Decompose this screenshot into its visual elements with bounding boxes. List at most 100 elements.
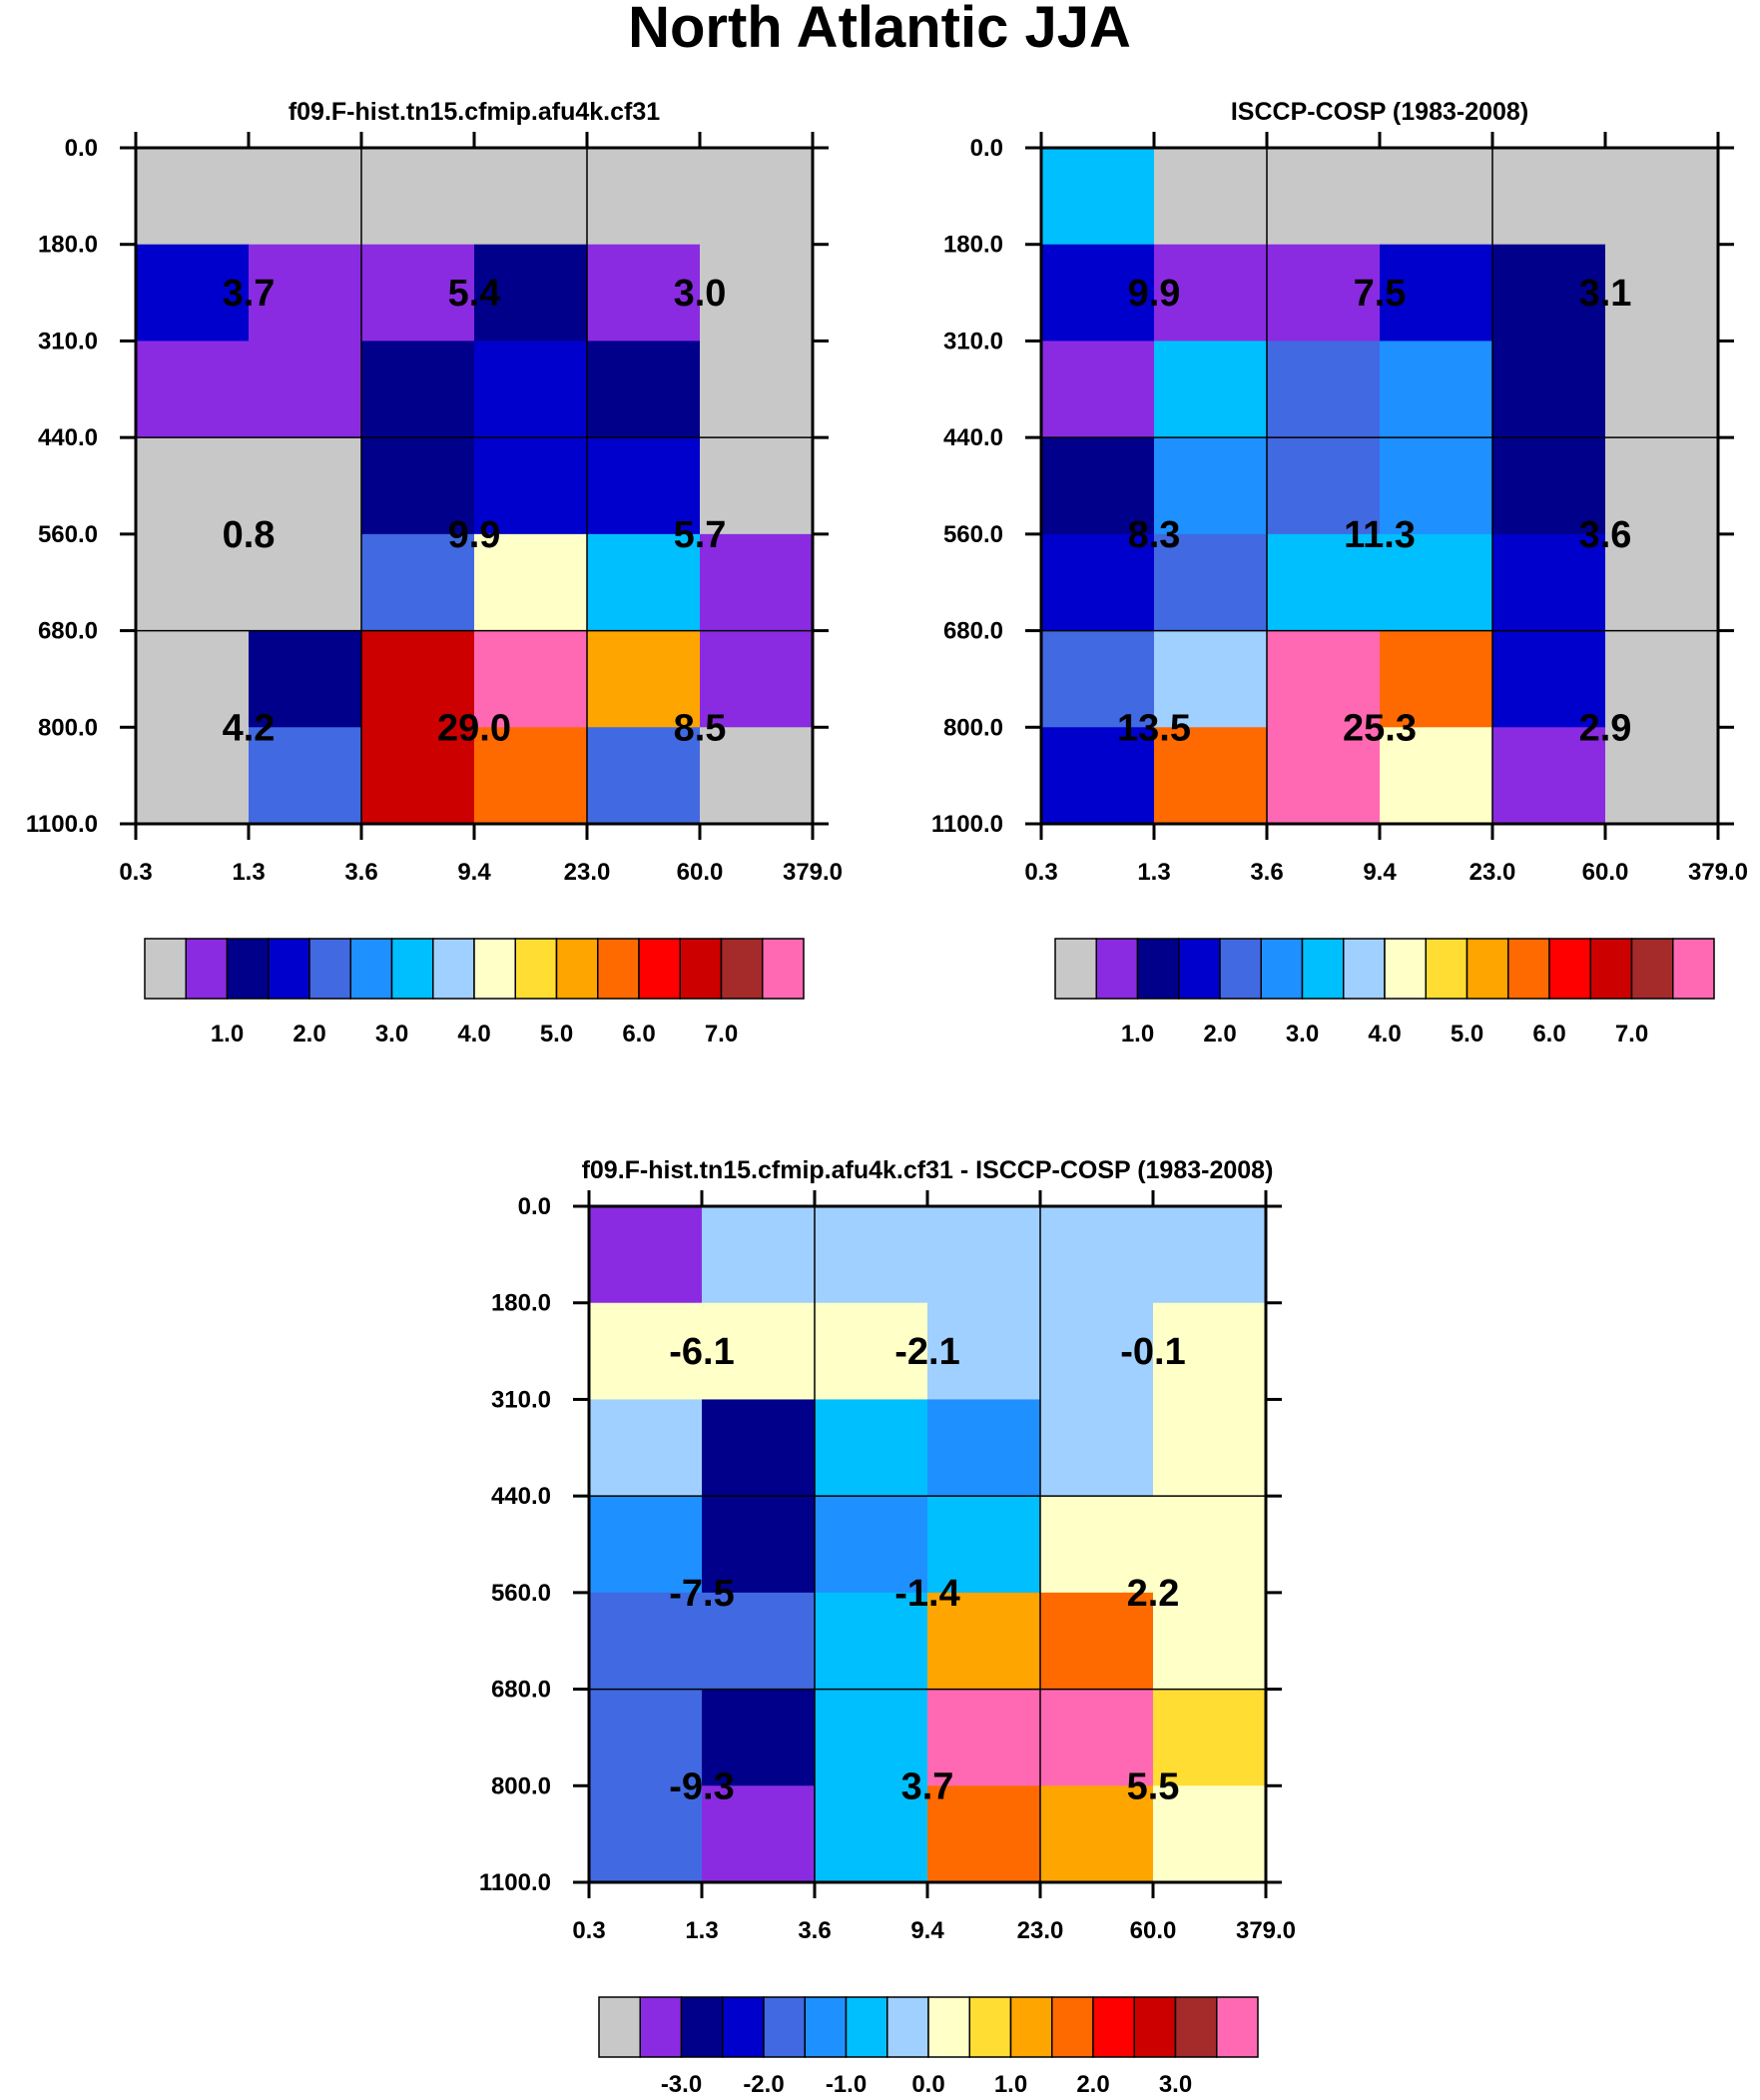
colorbar-label: 3.0 xyxy=(1286,1021,1319,1048)
colorbar-swatch xyxy=(1054,938,1097,1000)
group-value-label: 3.6 xyxy=(1579,514,1632,556)
group-value-label: -2.1 xyxy=(894,1331,959,1373)
x-tick-label: 9.4 xyxy=(457,859,491,886)
colorbar-label: 3.0 xyxy=(375,1021,408,1048)
heatmap-cell xyxy=(249,244,362,342)
group-value-label: 4.2 xyxy=(223,707,276,749)
colorbar-swatch xyxy=(679,938,723,1000)
heatmap-cell xyxy=(587,341,701,438)
heatmap-cell xyxy=(1492,244,1606,342)
colorbar-swatch xyxy=(598,1996,641,2058)
y-tick-label: 680.0 xyxy=(491,1677,551,1704)
heatmap-cell xyxy=(589,1689,703,1786)
colorbar-swatch xyxy=(1174,1996,1218,2058)
heatmap-cell xyxy=(1380,630,1493,728)
heatmap-cell xyxy=(700,630,814,728)
heatmap-cell xyxy=(927,1689,1041,1786)
x-tick-label: 60.0 xyxy=(677,859,724,886)
panel-diff: f09.F-hist.tn15.cfmip.afu4k.cf31 - ISCCP… xyxy=(479,1156,1296,2098)
heatmap-cell xyxy=(927,1785,1041,1883)
heatmap-cell xyxy=(136,341,250,438)
heatmap-cell xyxy=(361,533,475,632)
heatmap-cell xyxy=(1041,630,1155,728)
heatmap-cell xyxy=(249,341,362,438)
heatmap-cell xyxy=(361,727,475,825)
heatmap-cell xyxy=(1492,341,1606,438)
heatmap-cell xyxy=(1040,1206,1154,1304)
panel-obs: ISCCP-COSP (1983-2008) 0.0 180.0 310.0 440.0… xyxy=(931,98,1748,1048)
x-tick-label: 23.0 xyxy=(564,859,611,886)
group-value-label: 8.3 xyxy=(1128,514,1181,556)
colorbar-swatch xyxy=(1009,1996,1053,2058)
y-tick-label: 680.0 xyxy=(38,618,98,645)
heatmap-cell xyxy=(1492,533,1606,632)
x-tick-label: 379.0 xyxy=(1688,859,1748,886)
colorbar-swatch xyxy=(473,938,516,1000)
heatmap-cell xyxy=(1153,1206,1267,1304)
x-tick-label: 379.0 xyxy=(1236,1917,1296,1944)
heatmap-cell xyxy=(249,630,362,728)
heatmap-cell xyxy=(702,1302,816,1400)
y-tick-label: 0.0 xyxy=(518,1193,551,1220)
group-value-label: 9.9 xyxy=(448,514,501,556)
heatmap-cell xyxy=(249,533,362,632)
heatmap-cell xyxy=(1380,341,1493,438)
colorbar-swatch xyxy=(804,1996,848,2058)
heatmap-cell xyxy=(1380,244,1493,342)
heatmap-cell xyxy=(1605,437,1719,535)
y-tick-label: 440.0 xyxy=(38,424,98,451)
x-tick-label: 60.0 xyxy=(1130,1917,1177,1944)
y-tick-label: 180.0 xyxy=(491,1290,551,1317)
panel-title-model: f09.F-hist.tn15.cfmip.afu4k.cf31 xyxy=(289,98,660,126)
heatmap-cell xyxy=(587,533,701,632)
colorbar-swatch xyxy=(1630,938,1674,1000)
group-value-label: 3.0 xyxy=(674,273,727,315)
colorbar-swatch xyxy=(1548,938,1591,1000)
heatmap-cell xyxy=(700,437,814,535)
group-value-label: -9.3 xyxy=(669,1765,734,1807)
y-tick-label: 310.0 xyxy=(38,328,98,354)
group-value-label: 13.5 xyxy=(1117,707,1191,749)
heatmap-cell xyxy=(136,437,250,535)
heatmap-cell xyxy=(1154,533,1268,632)
group-value-label: -1.4 xyxy=(894,1573,959,1615)
group-value-label: 7.5 xyxy=(1354,273,1407,315)
heatmap-cell xyxy=(361,341,475,438)
y-tick-label: 180.0 xyxy=(943,232,1003,259)
heatmap-cell xyxy=(1380,533,1493,632)
x-tick-label: 1.3 xyxy=(685,1917,718,1944)
colorbar-swatch xyxy=(722,1996,765,2058)
group-value-label: 5.5 xyxy=(1127,1765,1180,1807)
heatmap-cell xyxy=(815,1592,928,1691)
colorbar-swatch xyxy=(308,938,351,1000)
heatmap-cell xyxy=(927,1592,1041,1691)
heatmap-cell xyxy=(589,1399,703,1497)
heatmap-cell xyxy=(1040,1302,1154,1400)
colorbar-swatch xyxy=(226,938,270,1000)
heatmap-cell xyxy=(474,148,588,246)
heatmap-cell xyxy=(1267,341,1381,438)
heatmap-cell xyxy=(589,1206,703,1304)
heatmap-cell xyxy=(361,437,475,535)
x-tick-label: 23.0 xyxy=(1017,1917,1064,1944)
colorbar-swatch xyxy=(1095,938,1139,1000)
x-tick-label: 9.4 xyxy=(910,1917,944,1944)
group-value-label: 0.8 xyxy=(223,514,276,556)
heatmap-cell xyxy=(587,727,701,825)
heatmap-cell xyxy=(1041,533,1155,632)
heatmap-cell xyxy=(587,148,701,246)
y-tick-label: 800.0 xyxy=(491,1772,551,1799)
group-value-label: 9.9 xyxy=(1128,273,1181,315)
colorbar-swatch xyxy=(1133,1996,1177,2058)
heatmap-cell xyxy=(700,244,814,342)
heatmap-cell xyxy=(927,1399,1041,1497)
heatmap-cell xyxy=(1041,341,1155,438)
panels: f09.F-hist.tn15.cfmip.afu4k.cf31 0.0 180.0… xyxy=(26,98,1748,2098)
heatmap-cell xyxy=(136,148,250,246)
group-value-label: 2.2 xyxy=(1127,1573,1180,1615)
colorbar-label: 3.0 xyxy=(1159,2071,1192,2098)
heatmap-cell xyxy=(474,727,588,825)
colorbar-swatch xyxy=(763,1996,806,2058)
heatmap-cell xyxy=(815,1785,928,1883)
colorbar-swatch xyxy=(1384,938,1427,1000)
